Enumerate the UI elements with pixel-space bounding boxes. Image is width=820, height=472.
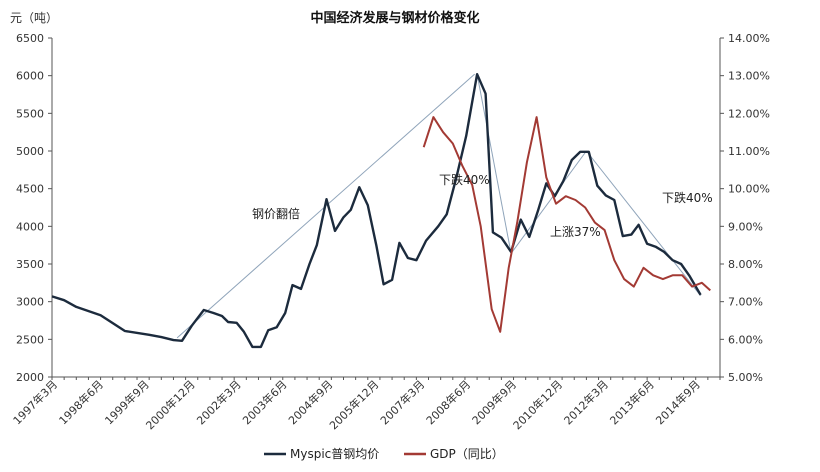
legend-label-steel: Myspic普钢均价 [290, 447, 379, 461]
y-left-tick-label: 6000 [16, 70, 44, 83]
annotation-drop-2012: 下跌40% [662, 190, 713, 205]
x-tick-label: 1998年6月 [56, 377, 106, 427]
x-tick-label: 2010年12月 [510, 377, 565, 432]
y-left-tick-label: 6500 [16, 32, 44, 45]
y-right-tick-label: 6.00% [728, 333, 763, 346]
y-right-tick-label: 9.00% [728, 220, 763, 233]
trend-line [586, 150, 701, 296]
y-right-tick-label: 8.00% [728, 258, 763, 271]
x-tick-label: 2003年6月 [239, 377, 289, 427]
annotation-drop-2008: 下跌40% [439, 172, 490, 187]
annotation-price-doubled: 钢价翻倍 [252, 206, 300, 221]
trend-lines [176, 73, 701, 339]
annotation-rise: 上涨37% [550, 224, 601, 239]
x-tick-label: 2007年3月 [377, 377, 427, 427]
legend-label-gdp: GDP（同比） [430, 447, 504, 461]
x-tick-label: 2004年9月 [285, 377, 335, 427]
y-right-tick-label: 12.00% [728, 107, 770, 120]
y-right-tick-label: 10.00% [728, 183, 770, 196]
x-tick-label: 2009年9月 [469, 377, 519, 427]
chart-title: 中国经济发展与钢材价格变化 [310, 10, 479, 26]
x-tick-label: 2005年12月 [326, 377, 381, 432]
series-line-gdp [422, 116, 711, 333]
legend: Myspic普钢均价 GDP（同比） [264, 447, 504, 461]
y-left-tick-label: 3500 [16, 258, 44, 271]
x-tick-label: 1997年3月 [10, 377, 60, 427]
y-left-tick-label: 2500 [16, 333, 44, 346]
y-left-tick-label: 4000 [16, 220, 44, 233]
trend-line [510, 150, 587, 254]
y-left-tick-label: 4500 [16, 183, 44, 196]
trend-line [476, 74, 512, 254]
x-tick-label: 2012年3月 [561, 377, 611, 427]
x-tick-label: 2002年3月 [194, 377, 244, 427]
x-tick-label: 2008年6月 [423, 377, 473, 427]
y-right-tick-label: 14.00% [728, 32, 770, 45]
axes: 2000 2500 3000 3500 4000 4500 5000 5500 6000 6500… [10, 32, 770, 432]
y-left-tick-label: 5500 [16, 107, 44, 120]
y-left-tick-label: 3000 [16, 296, 44, 309]
y-left-tick-label: 5000 [16, 145, 44, 158]
y-right-tick-label: 11.00% [728, 145, 770, 158]
x-tick-label: 2014年9月 [653, 377, 703, 427]
series-lines [51, 72, 711, 349]
y-right-tick-label: 5.00% [728, 371, 763, 384]
x-tick-label: 2013年6月 [607, 377, 657, 427]
x-tick-label: 1999年9月 [102, 377, 152, 427]
y-right-tick-label: 7.00% [728, 296, 763, 309]
y-left-tick-label: 2000 [16, 371, 44, 384]
left-axis-unit-label: 元（吨） [10, 11, 58, 25]
series-line-steel-price [51, 72, 702, 349]
x-tick-label: 2000年12月 [143, 377, 198, 432]
y-right-tick-label: 13.00% [728, 70, 770, 83]
